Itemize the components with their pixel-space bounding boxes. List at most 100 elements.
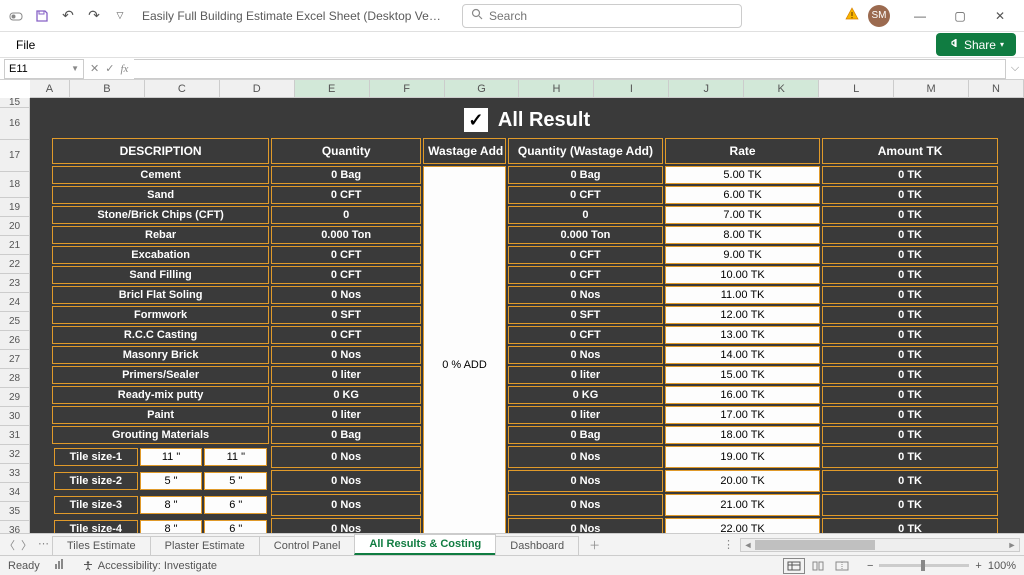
row-header[interactable]: 23	[0, 274, 29, 293]
rate-cell[interactable]: 14.00 TK	[665, 346, 820, 364]
expand-formula-bar[interactable]: ⌵	[1006, 62, 1024, 75]
column-header[interactable]: E	[295, 80, 370, 97]
sheet-tab[interactable]: Control Panel	[259, 536, 356, 555]
column-header[interactable]: D	[220, 80, 295, 97]
row-header[interactable]: 18	[0, 172, 29, 198]
column-headers[interactable]: ABCDEFGHIJKLMN	[30, 80, 1024, 98]
view-page-break[interactable]	[831, 558, 853, 574]
add-sheet-button[interactable]: ＋	[579, 534, 610, 556]
view-page-layout[interactable]	[807, 558, 829, 574]
column-header[interactable]: H	[519, 80, 594, 97]
sheet-tab[interactable]: Dashboard	[495, 536, 579, 555]
formula-input[interactable]	[134, 59, 1006, 79]
row-header[interactable]: 26	[0, 331, 29, 350]
horizontal-scrollbar[interactable]: ◄ ►	[740, 538, 1020, 552]
zoom-slider[interactable]	[879, 564, 969, 567]
row-header[interactable]: 28	[0, 369, 29, 388]
rate-cell[interactable]: 21.00 TK	[665, 494, 820, 516]
tab-overflow-icon[interactable]: ⋮	[717, 538, 740, 551]
rate-cell[interactable]: 20.00 TK	[665, 470, 820, 492]
scroll-right-arrow[interactable]: ►	[1005, 540, 1019, 550]
view-normal[interactable]	[783, 558, 805, 574]
search-input[interactable]	[489, 9, 733, 23]
row-header[interactable]: 31	[0, 426, 29, 445]
row-header[interactable]: 16	[0, 108, 29, 140]
rate-cell[interactable]: 15.00 TK	[665, 366, 820, 384]
sheet-tab[interactable]: Tiles Estimate	[52, 536, 151, 555]
column-header[interactable]: M	[894, 80, 969, 97]
close-button[interactable]: ✕	[980, 0, 1020, 32]
zoom-out-button[interactable]: −	[867, 560, 873, 572]
column-header[interactable]: J	[669, 80, 744, 97]
row-header[interactable]: 25	[0, 312, 29, 331]
row-header[interactable]: 34	[0, 483, 29, 502]
redo-button[interactable]: ↷	[82, 4, 106, 28]
qat-dropdown[interactable]: ▽	[108, 4, 132, 28]
column-header[interactable]: I	[594, 80, 669, 97]
sheet-canvas[interactable]: ✓ All Result DESCRIPTIONQuantityWastage …	[30, 98, 1024, 533]
maximize-button[interactable]: ▢	[940, 0, 980, 32]
rate-cell[interactable]: 9.00 TK	[665, 246, 820, 264]
quantity-cell: 0 liter	[271, 406, 421, 424]
rate-cell[interactable]: 17.00 TK	[665, 406, 820, 424]
row-header[interactable]: 20	[0, 217, 29, 236]
fx-icon[interactable]: fx	[120, 63, 128, 75]
name-box[interactable]: E11 ▼	[4, 59, 84, 79]
row-header[interactable]: 35	[0, 502, 29, 521]
column-header[interactable]: G	[445, 80, 520, 97]
row-header[interactable]: 15	[0, 98, 29, 108]
rate-cell[interactable]: 13.00 TK	[665, 326, 820, 344]
sheet-tab[interactable]: Plaster Estimate	[150, 536, 260, 555]
row-header[interactable]: 32	[0, 445, 29, 464]
autosave-toggle[interactable]	[4, 4, 28, 28]
row-header[interactable]: 22	[0, 255, 29, 274]
column-header[interactable]: N	[969, 80, 1024, 97]
search-box[interactable]	[462, 4, 742, 28]
minimize-button[interactable]: ―	[900, 0, 940, 32]
rate-cell[interactable]: 7.00 TK	[665, 206, 820, 224]
rate-cell[interactable]: 16.00 TK	[665, 386, 820, 404]
rate-cell[interactable]: 5.00 TK	[665, 166, 820, 184]
rate-cell[interactable]: 6.00 TK	[665, 186, 820, 204]
zoom-in-button[interactable]: +	[975, 560, 981, 572]
rate-cell[interactable]: 10.00 TK	[665, 266, 820, 284]
rate-cell[interactable]: 18.00 TK	[665, 426, 820, 444]
row-header[interactable]: 27	[0, 350, 29, 369]
row-headers[interactable]: 1516171819202122232425262728293031323334…	[0, 98, 30, 533]
save-button[interactable]	[30, 4, 54, 28]
row-header[interactable]: 17	[0, 140, 29, 172]
column-header[interactable]: A	[30, 80, 70, 97]
scroll-thumb[interactable]	[755, 540, 875, 550]
user-avatar[interactable]: SM	[868, 5, 890, 27]
row-header[interactable]: 29	[0, 388, 29, 407]
accept-formula-icon[interactable]: ✓	[105, 62, 114, 75]
column-header[interactable]: K	[744, 80, 819, 97]
tab-nav-prev[interactable]: 〈	[4, 537, 15, 553]
share-button[interactable]: Share ▾	[936, 33, 1016, 56]
cancel-formula-icon[interactable]: ✕	[90, 62, 99, 75]
row-header[interactable]: 24	[0, 293, 29, 312]
rate-cell[interactable]: 11.00 TK	[665, 286, 820, 304]
rate-cell[interactable]: 22.00 TK	[665, 518, 820, 533]
sheet-tab[interactable]: All Results & Costing	[354, 534, 496, 555]
row-header[interactable]: 19	[0, 198, 29, 217]
undo-button[interactable]: ↶	[56, 4, 80, 28]
rate-cell[interactable]: 12.00 TK	[665, 306, 820, 324]
warning-icon[interactable]	[844, 6, 860, 25]
stats-icon[interactable]	[54, 558, 68, 573]
file-menu[interactable]: File	[8, 35, 43, 55]
rate-cell[interactable]: 19.00 TK	[665, 446, 820, 468]
scroll-left-arrow[interactable]: ◄	[741, 540, 755, 550]
row-header[interactable]: 36	[0, 521, 29, 533]
tab-nav-next[interactable]: 〉	[21, 537, 32, 553]
column-header[interactable]: F	[370, 80, 445, 97]
column-header[interactable]: B	[70, 80, 145, 97]
column-header[interactable]: L	[819, 80, 894, 97]
column-header[interactable]: C	[145, 80, 220, 97]
row-header[interactable]: 30	[0, 407, 29, 426]
accessibility-status[interactable]: Accessibility: Investigate	[82, 560, 217, 572]
rate-cell[interactable]: 8.00 TK	[665, 226, 820, 244]
row-header[interactable]: 21	[0, 236, 29, 255]
row-header[interactable]: 33	[0, 464, 29, 483]
tab-nav-more[interactable]: ⋯	[38, 537, 49, 553]
